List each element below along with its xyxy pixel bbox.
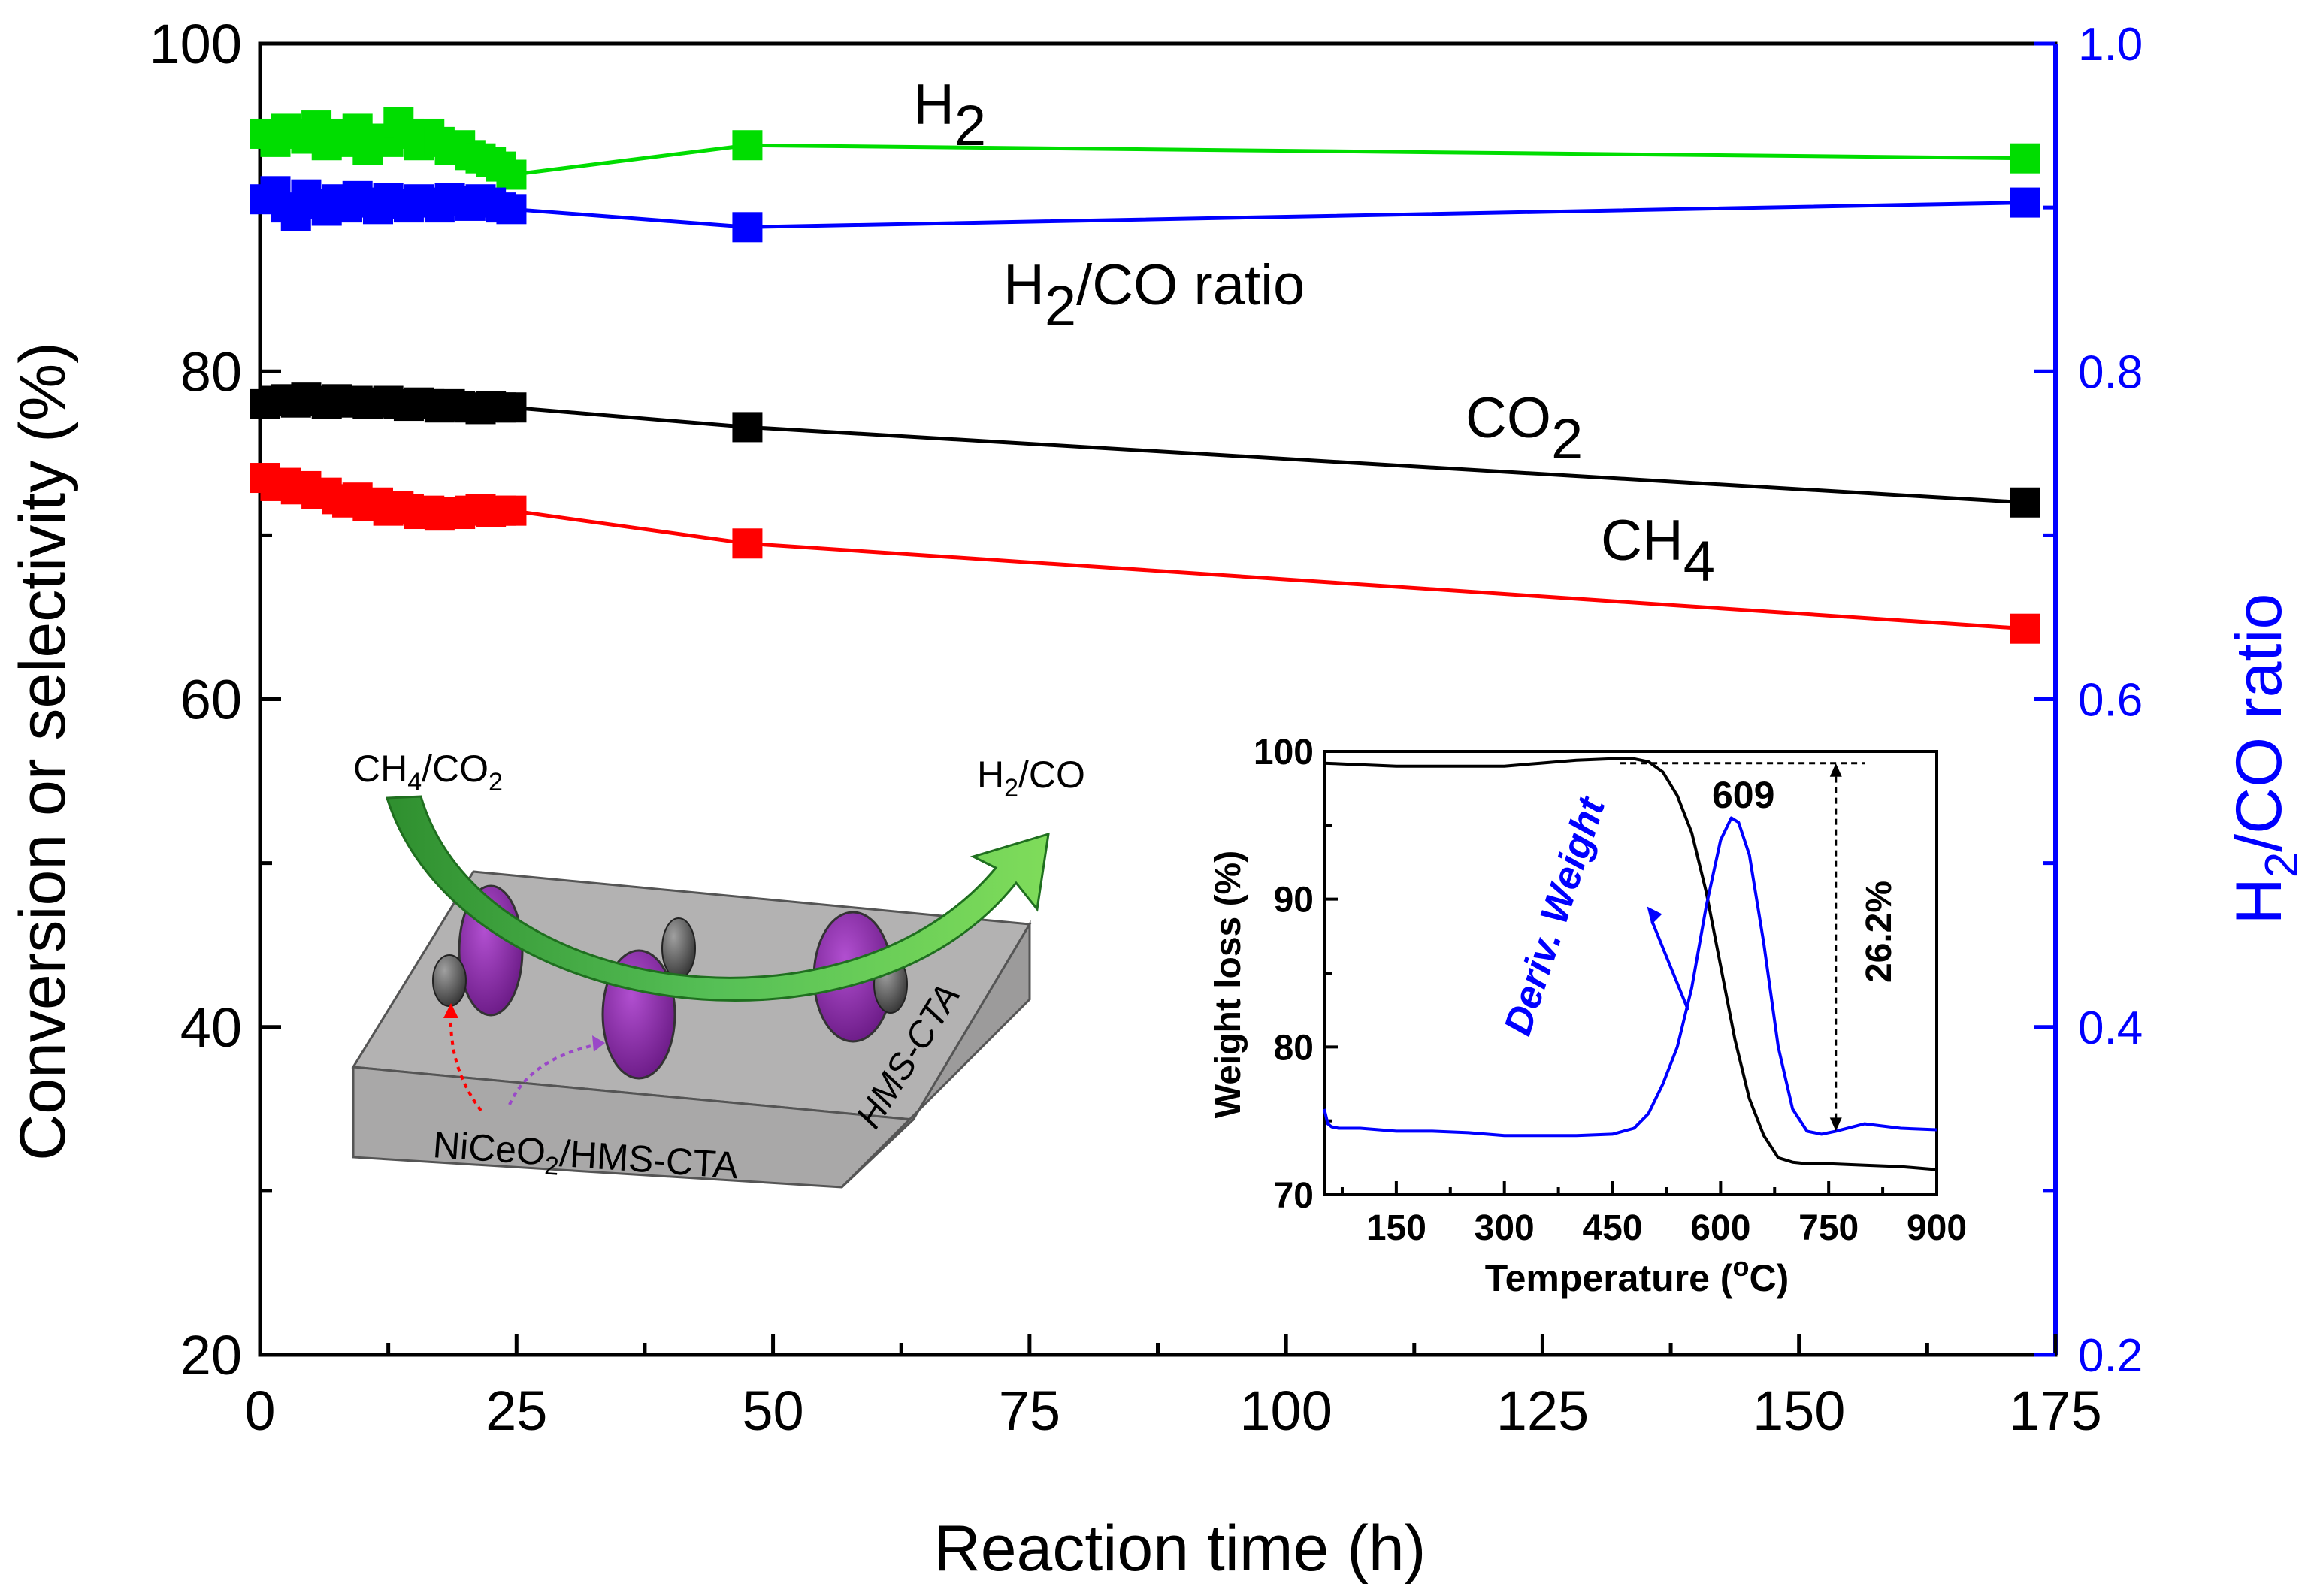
ni-pointer-arrow [449, 1010, 482, 1112]
x-tick-label: 50 [742, 1380, 803, 1442]
reactants-label: CH4/CO2 [353, 748, 503, 796]
x-tick-label: 125 [1496, 1380, 1589, 1442]
data-point [2010, 187, 2040, 218]
deriv-weight-label: Deriv. Weight [1496, 790, 1614, 1041]
x-tick-label: 175 [2009, 1380, 2101, 1442]
main-labels: Reaction time (h) Conversion or selectiv… [7, 73, 2302, 1585]
series-line-co2 [265, 395, 2025, 505]
reaction-arrow [385, 795, 1050, 1002]
x-tick-label: 100 [1239, 1380, 1332, 1442]
y-axis-title: Conversion or selectivity (%) [7, 342, 79, 1161]
peak-label: 609 [1712, 774, 1774, 816]
inset-x-tick-label: 300 [1475, 1208, 1535, 1248]
data-point [496, 194, 527, 225]
ni-particle [432, 954, 467, 1007]
y2-tick-label: 1.0 [2078, 19, 2143, 71]
ratio-annotation: H2/CO ratio [1003, 253, 1305, 338]
ceo2-pointer-arrow [508, 1043, 598, 1105]
ceo2-pointer-head [592, 1035, 605, 1052]
weight-loss-arrowhead-bottom [1829, 1117, 1842, 1132]
series-line-ch4 [264, 476, 2025, 631]
y-tick-label: 40 [180, 996, 242, 1059]
ni-pointer-head [443, 1003, 458, 1018]
y-tick-label: 60 [180, 669, 242, 731]
inset-line-weight [1323, 757, 1937, 1171]
data-point [732, 212, 763, 243]
co2-annotation: CO2 [1466, 386, 1583, 471]
inset-y-tick-label: 90 [1274, 881, 1314, 920]
data-point [2010, 613, 2040, 644]
inset-y-tick-label: 100 [1254, 733, 1314, 772]
inset-x-tick-label: 600 [1690, 1208, 1750, 1248]
inset-axes: 150 300 450 600 750 900 70 80 90 100 [1254, 733, 1967, 1248]
y2-tick-label: 0.2 [2078, 1330, 2143, 1382]
weight-loss-arrowhead-top [1829, 763, 1842, 777]
x-tick-label: 0 [244, 1380, 275, 1442]
y2-tick-label: 0.6 [2078, 675, 2143, 727]
y2-tick-label: 0.4 [2078, 1002, 2143, 1054]
y-tick-label: 80 [180, 340, 242, 403]
data-point [2010, 143, 2040, 174]
inset-x-tick-label: 450 [1582, 1208, 1642, 1248]
y2-tick-label: 0.8 [2078, 346, 2143, 398]
series-line-h2 [264, 119, 2025, 177]
x-tick-label: 25 [486, 1380, 547, 1442]
ni-particle [661, 917, 696, 979]
inset-y-tick-label: 70 [1274, 1176, 1314, 1216]
y-tick-label: 20 [180, 1324, 242, 1386]
deriv-pointer-head [1647, 906, 1662, 925]
x-tick-label: 75 [999, 1380, 1060, 1442]
h2-annotation: H2 [913, 73, 986, 158]
inset-x-tick-label: 150 [1366, 1208, 1426, 1248]
data-point [732, 528, 763, 559]
inset-y-axis-title: Weight loss (%) [1208, 851, 1248, 1118]
data-point [496, 392, 527, 423]
data-point [496, 159, 527, 190]
weight-loss-label: 26.2% [1859, 881, 1899, 983]
inset-series [1323, 757, 1937, 1171]
inset-line-derivweight [1323, 816, 1937, 1138]
inset-x-tick-label: 900 [1907, 1208, 1967, 1248]
ch4-annotation: CH4 [1601, 509, 1715, 594]
x-tick-label: 150 [1753, 1380, 1845, 1442]
y2-axis-title: H2/CO ratio [2223, 594, 2302, 925]
inset-x-axis-title: Temperature (oC) [1485, 1251, 1789, 1299]
inset-x-tick-label: 750 [1798, 1208, 1859, 1248]
inset-y-tick-label: 80 [1274, 1028, 1314, 1068]
y-tick-label: 100 [150, 13, 242, 75]
catalyst-schematic: CH4/CO2 H2/CO NiCeO2/HMS-CTA HMS-CTA [351, 748, 1085, 1189]
main-series [250, 107, 2040, 644]
data-point [2010, 487, 2040, 518]
main-axes: 0 25 50 75 100 125 150 175 20 40 60 80 100 0.2 0.4 0.6 0… [150, 13, 2143, 1442]
data-point [496, 495, 527, 526]
data-point [732, 412, 763, 443]
series-line-h2coratio [264, 188, 2025, 229]
x-axis-title: Reaction time (h) [934, 1513, 1426, 1585]
deriv-pointer-line [1650, 920, 1690, 1011]
products-label: H2/CO [977, 754, 1085, 803]
support-slab-side [840, 920, 1031, 1189]
data-point [732, 130, 763, 161]
